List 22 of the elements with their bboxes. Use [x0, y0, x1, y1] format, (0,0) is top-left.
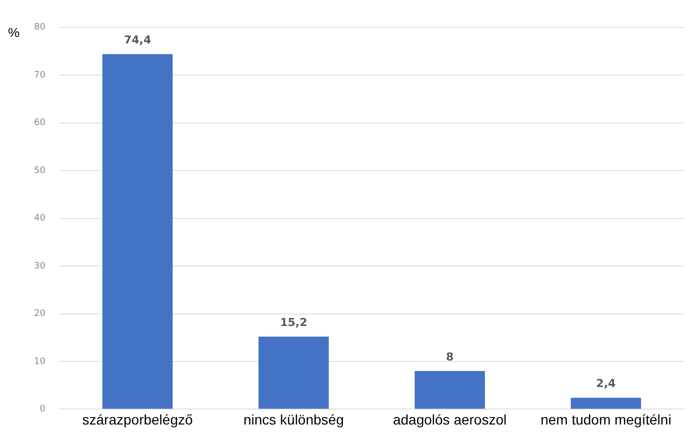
data-label: 74,4	[124, 33, 152, 46]
y-tick-label: 10	[34, 356, 46, 367]
y-tick-label: 80	[34, 22, 46, 33]
bar	[102, 54, 173, 409]
y-tick-label: 50	[34, 166, 46, 176]
x-tick-label: nem tudom megítélni	[540, 411, 672, 428]
y-tick-label: 70	[34, 70, 46, 80]
bar	[570, 398, 642, 409]
y-axis-title: %	[8, 24, 20, 40]
y-tick-label: 40	[34, 214, 46, 224]
x-tick-label: nincs különbség	[243, 411, 344, 428]
bar	[414, 371, 485, 409]
y-tick-label: 60	[34, 118, 46, 128]
x-tick-label: adagolós aeroszol	[392, 411, 507, 428]
data-label: 15,2	[280, 316, 308, 330]
y-tick-label: 20	[34, 309, 46, 320]
y-tick-label: 30	[34, 261, 46, 272]
data-label: 8	[446, 350, 454, 364]
bar	[258, 336, 329, 409]
data-label: 2,4	[596, 377, 616, 390]
y-tick-label: 0	[40, 404, 46, 415]
x-tick-label: szárazporbelégző	[82, 411, 193, 428]
